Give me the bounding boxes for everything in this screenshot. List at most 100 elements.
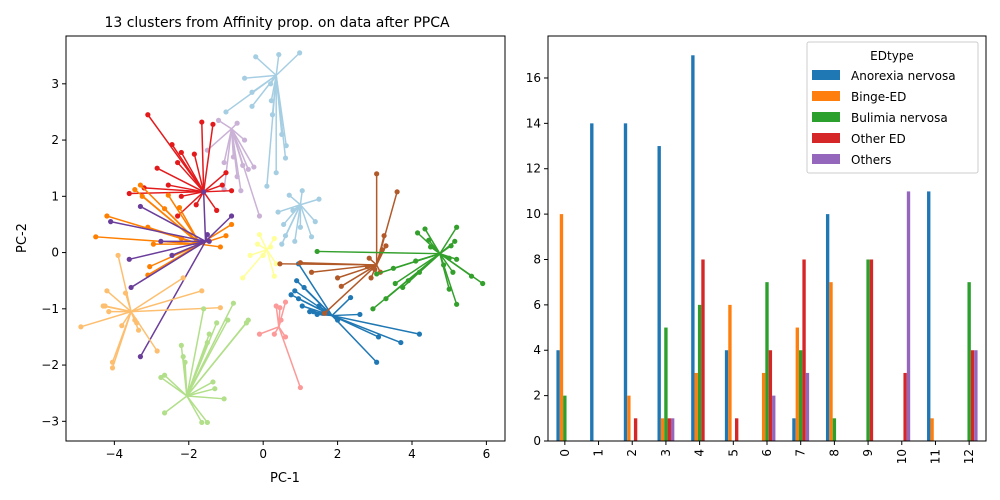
- x-tick-label: 4: [408, 447, 416, 461]
- scatter-point: [137, 182, 144, 188]
- scatter-point: [256, 231, 263, 238]
- scatter-point: [180, 354, 186, 360]
- cluster-link: [318, 305, 333, 317]
- scatter-point: [277, 261, 283, 267]
- scatter-point: [312, 219, 318, 225]
- y-tick-label: 12: [526, 162, 541, 176]
- scatter-point: [221, 159, 227, 166]
- cluster-link: [181, 191, 204, 198]
- scatter-point: [292, 238, 298, 244]
- y-tick-label: 0: [533, 434, 541, 448]
- scatter-point: [268, 81, 274, 87]
- scatter-point: [214, 207, 220, 213]
- scatter-point: [210, 379, 216, 385]
- cluster-link: [231, 128, 246, 141]
- scatter-point: [126, 256, 132, 262]
- x-tick-label: 6: [760, 449, 774, 457]
- cluster-link: [297, 263, 333, 316]
- scatter-point: [234, 120, 240, 126]
- cluster-link: [186, 319, 249, 397]
- scatter-point: [279, 131, 285, 138]
- scatter-point: [225, 317, 231, 323]
- scatter-point: [204, 231, 210, 238]
- cluster-link: [130, 240, 206, 289]
- cluster-8: [158, 300, 251, 426]
- legend-items: Anorexia nervosa Binge-ED Bulimia nervosa O…: [812, 69, 956, 167]
- scatter-point: [446, 255, 452, 261]
- cluster-link: [230, 128, 238, 177]
- cluster-link: [258, 234, 268, 251]
- cluster-link: [186, 322, 218, 397]
- scatter-point: [282, 233, 289, 239]
- scatter-point: [245, 166, 251, 172]
- cluster-link: [275, 52, 301, 76]
- x-tick-label: 6: [483, 447, 491, 461]
- scatter-point: [454, 256, 460, 262]
- cluster-3: [126, 112, 235, 219]
- scatter-point: [214, 320, 220, 326]
- x-tick-label: 2: [334, 447, 342, 461]
- cluster-link: [202, 124, 214, 192]
- cluster-link: [186, 302, 235, 397]
- bar: [559, 214, 564, 441]
- scatter-point: [416, 269, 423, 275]
- cluster-link: [244, 74, 277, 79]
- cluster-link: [299, 204, 313, 238]
- cluster-link: [259, 326, 280, 335]
- scatter-point: [210, 121, 216, 127]
- cluster-link: [203, 172, 227, 193]
- scatter-point: [297, 260, 303, 266]
- scatter-point: [175, 159, 181, 166]
- bar-group-9: [866, 259, 874, 441]
- scatter-point: [223, 233, 229, 239]
- scatter-frame: [65, 35, 506, 442]
- cluster-link: [129, 191, 204, 195]
- x-tick-label: −2: [180, 447, 198, 461]
- scatter-point: [221, 396, 227, 402]
- scatter-point: [379, 247, 385, 253]
- cluster-link: [124, 292, 132, 312]
- scatter-point: [416, 331, 423, 337]
- scatter-point: [199, 119, 205, 125]
- scatter-point: [206, 331, 212, 337]
- cluster-link: [180, 152, 205, 193]
- x-tick-label: 7: [794, 449, 808, 457]
- cluster-link: [324, 264, 378, 314]
- y-tick-label: 4: [533, 343, 541, 357]
- scatter-point: [372, 266, 378, 273]
- scatter-point: [297, 50, 303, 56]
- scatter-point: [370, 306, 376, 312]
- scatter-point: [295, 296, 302, 302]
- scatter-point: [450, 269, 456, 275]
- cluster-link: [266, 249, 276, 277]
- cluster-1: [275, 188, 322, 247]
- cluster-link: [223, 128, 233, 190]
- scatter-point: [282, 334, 289, 340]
- cluster-link: [193, 153, 205, 192]
- scatter-point: [204, 339, 210, 346]
- scatter-x-axis: −4 −2 0 2 4 6: [106, 441, 491, 461]
- scatter-point: [109, 365, 116, 371]
- scatter-point: [374, 271, 380, 277]
- cluster-link: [186, 395, 208, 423]
- bar-layer: [556, 55, 978, 442]
- scatter-point: [215, 117, 222, 123]
- scatter-point: [414, 230, 421, 236]
- cluster-link: [230, 128, 255, 168]
- scatter-point: [264, 183, 270, 189]
- scatter-point: [441, 262, 447, 268]
- scatter-point: [381, 233, 387, 239]
- scatter-point: [132, 186, 138, 193]
- scatter-point: [297, 384, 303, 391]
- scatter-point: [394, 189, 400, 195]
- scatter-point: [422, 226, 428, 232]
- legend: EDtype Anorexia nervosa Binge-ED Bulimia n…: [806, 41, 979, 174]
- bar: [802, 259, 806, 441]
- cluster-link: [156, 167, 204, 193]
- cluster-link: [439, 226, 458, 255]
- cluster-link: [178, 207, 201, 245]
- cluster-link: [266, 249, 277, 265]
- cluster-link: [184, 362, 188, 397]
- cluster-link: [275, 75, 287, 159]
- cluster-link: [186, 395, 225, 400]
